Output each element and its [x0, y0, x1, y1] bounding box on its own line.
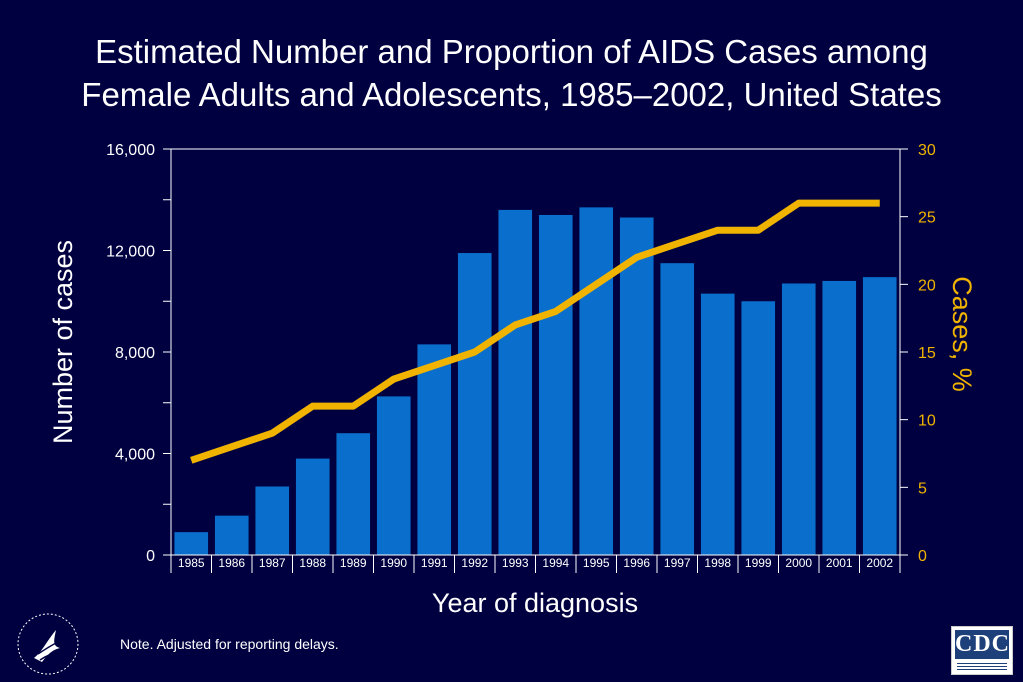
y2-tick-label: 15 — [918, 345, 936, 362]
y2-tick-label: 20 — [918, 277, 936, 294]
x-tick-label: 1989 — [340, 556, 367, 570]
y2-tick-label: 10 — [918, 413, 936, 430]
x-tick-label: 1999 — [745, 556, 772, 570]
bar-1995 — [579, 207, 614, 556]
bar-1998 — [700, 293, 735, 555]
chart-title: Estimated Number and Proportion of AIDS … — [0, 30, 1023, 116]
x-tick-label: 1997 — [664, 556, 691, 570]
x-tick-label: 2002 — [866, 556, 893, 570]
y-tick-label: 12,000 — [106, 244, 155, 261]
x-tick-label: 1992 — [461, 556, 488, 570]
x-tick-label: 1991 — [421, 556, 448, 570]
y2-tick-label: 5 — [918, 480, 927, 497]
bar-2001 — [822, 280, 857, 555]
y-tick-label: 8,000 — [115, 345, 155, 362]
chart-title-line-2: Female Adults and Adolescents, 1985–2002… — [81, 76, 942, 113]
x-tick-label: 1998 — [704, 556, 731, 570]
cdc-logo-subtext-lines — [957, 663, 1007, 672]
x-tick-label: 1990 — [380, 556, 407, 570]
y2-tick-label: 25 — [918, 210, 936, 227]
y-tick-label: 0 — [146, 548, 155, 565]
y-tick-label: 4,000 — [115, 447, 155, 464]
x-tick-label: 2000 — [785, 556, 812, 570]
bar-1989 — [336, 433, 371, 555]
cdc-logo-text: CDC — [955, 630, 1010, 659]
bar-1985 — [174, 532, 209, 555]
x-axis-label: Year of diagnosis — [432, 588, 638, 618]
x-tick-label: 1987 — [259, 556, 286, 570]
footnote: Note. Adjusted for reporting delays. — [120, 636, 339, 652]
y-tick-label: 16,000 — [106, 142, 155, 159]
bar-1994 — [538, 214, 573, 555]
bar-1997 — [660, 263, 695, 555]
hhs-seal-logo — [17, 613, 79, 675]
x-tick-label: 1994 — [542, 556, 569, 570]
bar-1991 — [417, 344, 452, 555]
bar-1986 — [214, 515, 249, 555]
y2-tick-label: 0 — [918, 548, 927, 565]
chart-title-line-1: Estimated Number and Proportion of AIDS … — [95, 33, 928, 70]
right-y-axis-label: Cases, % — [947, 276, 977, 392]
bar-1993 — [498, 209, 533, 555]
cdc-logo: CDC — [951, 626, 1013, 675]
y2-tick-label: 30 — [918, 142, 936, 159]
percent-line — [190, 199, 880, 464]
x-tick-label: 1993 — [502, 556, 529, 570]
x-tick-label: 2001 — [826, 556, 853, 570]
bar-1987 — [255, 486, 290, 555]
x-tick-label: 1996 — [623, 556, 650, 570]
bar-2000 — [781, 283, 816, 555]
bar-1988 — [295, 458, 330, 555]
y-axis-label: Number of cases — [48, 240, 78, 444]
bar-1990 — [376, 396, 411, 555]
bar-2002 — [862, 277, 897, 555]
x-tick-label: 1986 — [218, 556, 245, 570]
x-tick-label: 1988 — [299, 556, 326, 570]
bar-1992 — [457, 253, 492, 555]
x-tick-label: 1995 — [583, 556, 610, 570]
x-tick-label: 1985 — [178, 556, 205, 570]
bar-1996 — [619, 217, 654, 555]
bar-1999 — [741, 301, 776, 555]
